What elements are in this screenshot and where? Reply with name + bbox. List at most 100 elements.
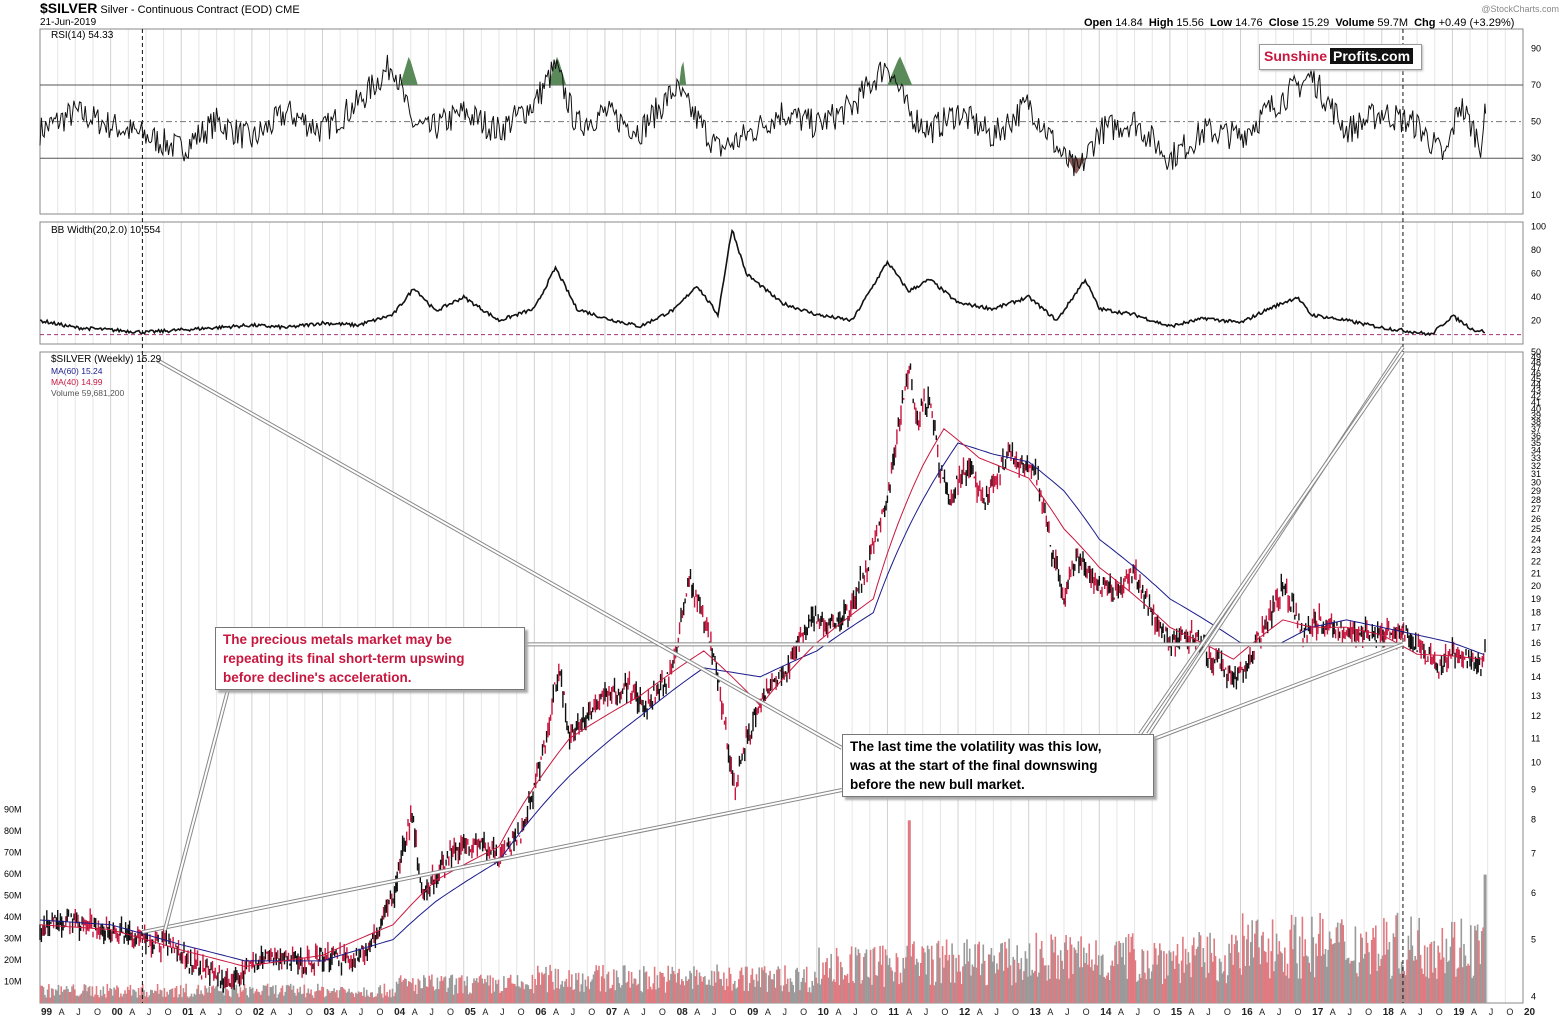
volume-bar <box>349 992 352 1003</box>
volume-bar <box>1100 955 1103 1003</box>
volume-bar <box>435 989 437 1003</box>
volume-bar <box>65 986 68 1003</box>
volume-bar <box>360 992 363 1003</box>
volume-bar <box>955 957 957 1003</box>
volume-bar <box>853 982 856 1003</box>
volume-bar <box>1307 956 1309 1003</box>
volume-bar <box>1423 945 1426 1003</box>
volume-bar <box>1311 916 1313 1003</box>
volume-bar <box>815 977 818 1003</box>
volume-bar <box>564 981 566 1003</box>
volume-bar <box>299 986 301 1003</box>
volume-bar <box>1121 957 1123 1003</box>
volume-bar <box>1419 954 1422 1003</box>
volume-bar <box>949 982 952 1003</box>
volume-bar <box>455 978 458 1003</box>
volume-bar <box>131 995 133 1003</box>
volume-bar <box>659 971 661 1003</box>
volume-bar <box>596 970 599 1003</box>
volume-bar <box>83 984 86 1003</box>
volume-bar <box>281 985 284 1003</box>
volume-bar <box>633 978 636 1003</box>
volume-bar <box>128 989 130 1003</box>
volume-bar <box>132 989 134 1003</box>
volume-bar <box>917 962 919 1003</box>
volume-bar <box>120 993 122 1003</box>
bb-tick-label: 80 <box>1531 245 1541 255</box>
volume-bar <box>1073 947 1076 1003</box>
volume-bar <box>781 991 784 1003</box>
x-tick-label: J <box>1206 1007 1211 1017</box>
volume-bar <box>137 988 140 1003</box>
volume-bar <box>767 975 770 1003</box>
rsi-overbought-fill <box>400 56 418 85</box>
volume-bar <box>356 993 358 1003</box>
volume-bar <box>655 989 657 1003</box>
x-tick-label: A <box>553 1007 559 1017</box>
volume-bar <box>40 985 42 1003</box>
price-tick-label: 41 <box>1531 398 1541 408</box>
volume-bar <box>1331 944 1334 1003</box>
volume-bar <box>1187 952 1190 1003</box>
volume-bar <box>865 949 868 1003</box>
volume-bar <box>666 981 668 1003</box>
volume-bar <box>1290 914 1293 1003</box>
volume-bar <box>846 973 849 1003</box>
volume-bar <box>670 974 672 1003</box>
volume-bar <box>376 993 379 1003</box>
rsi-tick-label: 90 <box>1531 43 1541 53</box>
volume-bar <box>1171 960 1173 1003</box>
volume-bar <box>1088 943 1090 1003</box>
volume-bar <box>956 971 959 1003</box>
volume-bar <box>1437 945 1439 1003</box>
volume-bar <box>579 991 581 1003</box>
volume-bar <box>1332 943 1335 1003</box>
volume-bar <box>805 966 808 1003</box>
volume-bar <box>414 984 417 1003</box>
volume-bar <box>371 992 373 1003</box>
ma60-legend: MA(60) 15.24 <box>51 366 103 376</box>
volume-bar <box>508 977 511 1003</box>
x-tick-label: 15 <box>1171 1007 1183 1018</box>
volume-bar <box>1413 960 1415 1003</box>
volume-bar <box>442 980 444 1003</box>
volume-bar <box>933 985 936 1003</box>
volume-bar <box>133 990 136 1003</box>
volume-bar <box>1137 980 1139 1003</box>
volume-bar <box>1457 967 1460 1003</box>
volume-bar <box>898 984 900 1003</box>
volume-bar <box>1429 943 1431 1003</box>
volume-bar <box>1180 960 1183 1003</box>
volume-bar <box>194 994 197 1003</box>
volume-bar <box>1438 952 1441 1003</box>
volume-bar <box>993 955 995 1003</box>
volume-bar <box>830 953 832 1003</box>
volume-bar <box>1278 941 1281 1003</box>
volume-bar <box>1442 957 1445 1003</box>
volume-bar <box>808 987 811 1003</box>
volume-bar <box>922 948 925 1003</box>
volume-bar <box>103 993 106 1003</box>
volume-bar <box>626 981 629 1003</box>
volume-bar <box>80 993 83 1003</box>
volume-bar <box>118 997 121 1003</box>
volume-bar <box>501 991 504 1003</box>
volume-bar <box>239 987 242 1003</box>
x-tick-label: J <box>994 1007 999 1017</box>
volume-bar <box>246 995 248 1003</box>
volume-bar <box>1131 933 1134 1003</box>
price-tick-label: 11 <box>1531 733 1540 743</box>
volume-bar <box>762 970 765 1003</box>
volume-bar <box>795 969 797 1003</box>
volume-bar <box>1289 929 1291 1003</box>
volume-bar <box>314 991 316 1003</box>
volume-bar <box>1335 927 1338 1003</box>
volume-bar <box>1281 953 1283 1003</box>
volume-bar <box>379 985 382 1003</box>
volume-bar <box>317 983 319 1003</box>
volume-bar <box>1220 961 1222 1003</box>
volume-bar <box>1134 960 1137 1003</box>
volume-bar <box>652 983 655 1003</box>
volume-bar <box>872 948 875 1003</box>
volume-bar <box>648 976 650 1003</box>
